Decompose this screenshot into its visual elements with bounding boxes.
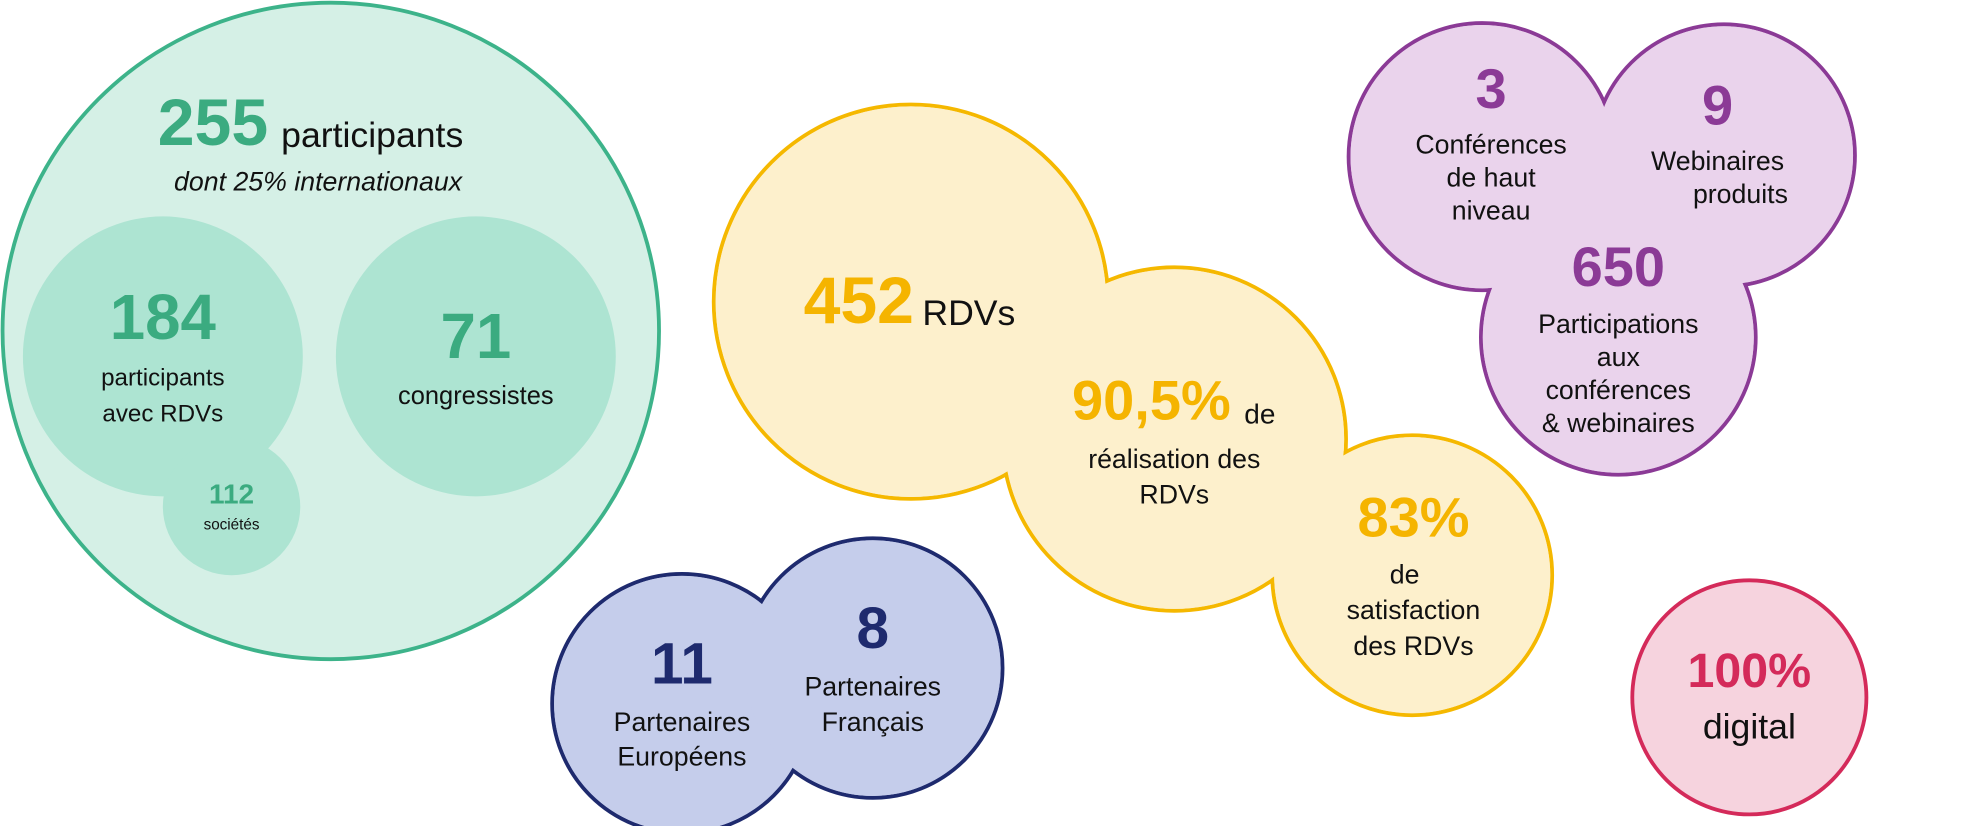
stat-line: Conférences [1415, 130, 1566, 160]
stat-line: produits [1693, 179, 1788, 209]
stat-line: conférences [1546, 375, 1691, 405]
stat-number: 9 [1702, 73, 1733, 136]
digital-bubble [1630, 578, 1869, 817]
stat-line: congressistes [398, 382, 554, 410]
stat-label: de [1244, 399, 1275, 430]
stat-subtitle: dont 25% internationaux [174, 166, 464, 196]
stat-label: RDVs [922, 293, 1015, 333]
stat-label: digital [1703, 707, 1796, 747]
stat-line: de [1390, 560, 1420, 590]
stat-line: satisfaction [1347, 595, 1481, 625]
stat-number: 255 [158, 86, 268, 160]
stat-line: Français [822, 707, 924, 737]
partners-fill [554, 540, 1001, 826]
congress-bubble [335, 216, 616, 497]
stat-number: 184 [110, 282, 217, 353]
stat-line: Partenaires [614, 707, 751, 737]
stat-line: RDVs [1139, 479, 1209, 509]
stat-number: 71 [440, 301, 511, 372]
stat-line: sociétés [204, 517, 260, 534]
stat-line: Webinaires [1651, 146, 1784, 176]
stat-number: 3 [1476, 57, 1507, 120]
stat-line: & webinaires [1542, 408, 1695, 438]
stat-line: réalisation des [1088, 444, 1260, 474]
stat-line: niveau [1452, 196, 1531, 226]
stat-line: Participations [1538, 309, 1698, 339]
meetings-participants-bubble [22, 216, 303, 497]
stat-line: Partenaires [804, 672, 941, 702]
stat-line: participants [101, 365, 225, 392]
meetings-fill [715, 106, 1551, 714]
conferences-fill [1350, 24, 1854, 473]
texts: 255 participants dont 25% internationaux… [101, 57, 1811, 772]
stat-number: 83% [1357, 486, 1469, 549]
companies-bubble [162, 437, 301, 576]
stat-number: 11 [651, 632, 713, 697]
stat-number: 112 [209, 479, 254, 510]
stat-label: participants [281, 115, 463, 155]
stat-line: des RDVs [1353, 631, 1473, 661]
stat-number: 8 [856, 596, 889, 661]
stat-number: 100% [1688, 644, 1812, 698]
stat-line: aux [1597, 342, 1641, 372]
stat-line: Européens [617, 741, 746, 771]
stat-line: avec RDVs [102, 400, 223, 427]
stat-number: 452 [804, 264, 914, 338]
stat-number: 650 [1572, 235, 1665, 298]
stat-number: 90,5% [1072, 369, 1231, 432]
stat-line: de haut [1447, 163, 1537, 193]
